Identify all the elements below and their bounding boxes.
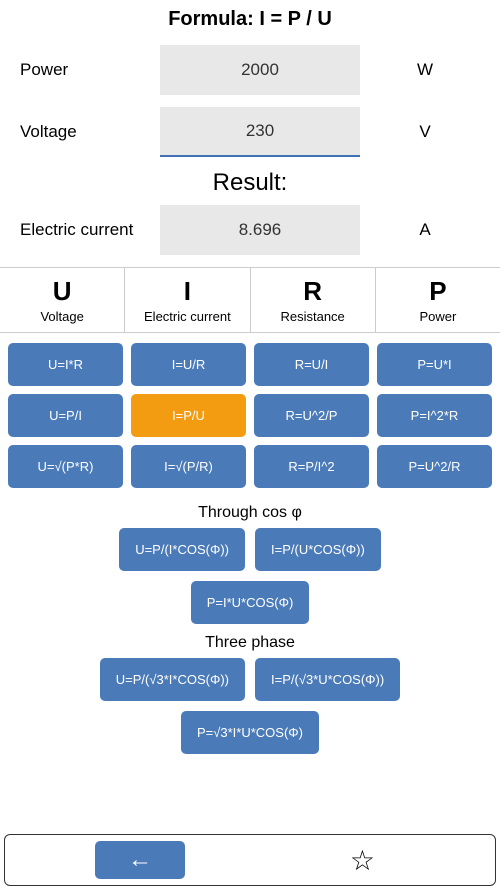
formula-button[interactable]: P=U^2/R [377,445,492,488]
cos-row-1: U=P/(I*COS(Φ))I=P/(U*COS(Φ)) [0,528,500,571]
power-row: Power 2000 W [10,45,490,95]
formula-button[interactable]: I=P/(U*COS(Φ)) [255,528,381,571]
formula-button[interactable]: I=U/R [131,343,246,386]
col-r-symbol: R [251,276,375,307]
favorite-button[interactable]: ☆ [350,844,375,877]
formula-button[interactable]: P=I*U*COS(Φ) [191,581,310,624]
formula-button[interactable]: U=P/(√3*I*COS(Φ)) [100,658,245,701]
col-u-name: Voltage [0,309,124,324]
formula-button[interactable]: R=P/I^2 [254,445,369,488]
col-i: I Electric current [125,268,250,332]
formula-button[interactable]: I=P/U [131,394,246,437]
formula-button[interactable]: U=√(P*R) [8,445,123,488]
col-u-symbol: U [0,276,124,307]
formula-button[interactable]: I=√(P/R) [131,445,246,488]
formula-button[interactable]: P=U*I [377,343,492,386]
col-p-symbol: P [376,276,500,307]
back-button[interactable]: ← [95,841,185,879]
col-u: U Voltage [0,268,125,332]
result-output: 8.696 [160,205,360,255]
threephase-row-1: U=P/(√3*I*COS(Φ))I=P/(√3*U*COS(Φ)) [0,658,500,701]
result-header: Result: [10,169,490,197]
result-row: Electric current 8.696 A [10,205,490,255]
voltage-input[interactable]: 230 [160,107,360,157]
result-label: Electric current [10,220,160,240]
bottom-bar: ← ☆ [4,834,496,886]
col-r: R Resistance [251,268,376,332]
voltage-unit: V [360,122,490,142]
star-icon: ☆ [350,845,375,876]
back-arrow-icon: ← [128,846,152,874]
formula-button[interactable]: P=I^2*R [377,394,492,437]
cos-row-2: P=I*U*COS(Φ) [0,581,500,624]
col-p: P Power [376,268,500,332]
cos-title: Through cos φ [0,504,500,522]
power-label: Power [10,60,160,80]
power-unit: W [360,60,490,80]
col-i-symbol: I [125,276,249,307]
formula-button[interactable]: U=P/I [8,394,123,437]
voltage-label: Voltage [10,122,160,142]
voltage-row: Voltage 230 V [10,107,490,157]
formula-button[interactable]: U=P/(I*COS(Φ)) [119,528,245,571]
column-headers: U Voltage I Electric current R Resistanc… [0,268,500,333]
formula-button[interactable]: U=I*R [8,343,123,386]
formula-grid: U=I*RI=U/RR=U/IP=U*I U=P/II=P/UR=U^2/PP=I… [0,333,500,498]
formula-button[interactable]: I=P/(√3*U*COS(Φ)) [255,658,400,701]
formula-title: Formula: I = P / U [10,8,490,31]
formula-button[interactable]: P=√3*I*U*COS(Φ) [181,711,319,754]
formula-button[interactable]: R=U^2/P [254,394,369,437]
power-input[interactable]: 2000 [160,45,360,95]
col-p-name: Power [376,309,500,324]
formula-button[interactable]: R=U/I [254,343,369,386]
threephase-row-2: P=√3*I*U*COS(Φ) [0,711,500,754]
result-unit: A [360,220,490,240]
threephase-title: Three phase [0,634,500,652]
col-r-name: Resistance [251,309,375,324]
col-i-name: Electric current [125,309,249,324]
